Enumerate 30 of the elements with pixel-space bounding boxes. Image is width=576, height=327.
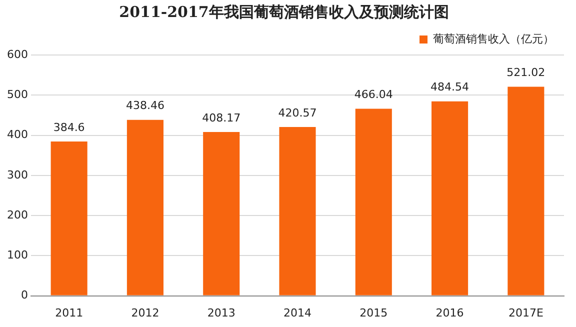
y-tick-label: 100 [6,248,28,262]
bar [432,101,468,296]
data-label: 384.6 [53,120,85,134]
y-tick-label: 600 [6,48,28,61]
x-tick-label: 2011 [55,306,84,320]
x-tick-label: 2012 [131,306,160,320]
y-tick-label: 300 [6,168,28,182]
y-tick-label: 200 [6,208,28,222]
bar [355,108,392,296]
data-label: 420.57 [278,106,317,120]
bar [50,141,88,296]
bar [279,127,316,296]
x-tick-label: 2016 [436,306,464,320]
x-tick-label: 2015 [360,306,388,320]
x-tick-label: 2014 [284,306,312,320]
chart-title: 2011-2017年我国葡萄酒销售收入及预测统计图 [119,2,449,21]
y-tick-label: 400 [6,128,28,142]
x-tick-label: 2017E [508,306,544,320]
y-tick-label: 500 [6,88,28,101]
bar [203,132,240,296]
data-label: 521.02 [506,66,546,80]
legend-label: 葡萄酒销售收入（亿元） [433,32,554,46]
data-label: 438.46 [126,99,164,112]
data-label: 466.04 [354,88,393,102]
data-label: 484.54 [430,80,470,94]
x-tick-label: 2013 [207,306,236,320]
y-tick-label: 0 [20,288,28,302]
bar [126,120,164,296]
data-label: 408.17 [202,111,241,124]
bar [508,86,544,296]
